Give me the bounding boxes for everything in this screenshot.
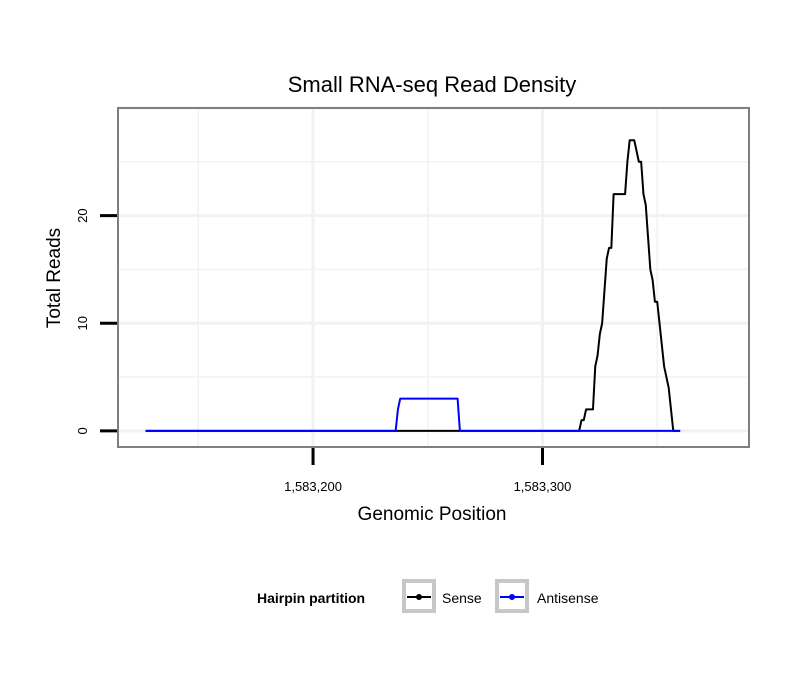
series-line-sense [145,139,681,432]
plot-panel-border [117,107,750,448]
y-tick-label: 0 [75,427,90,434]
y-axis-ticks: 0 10 20 [75,208,117,434]
x-tick-label: 1,583,200 [284,479,342,494]
plot-panel [118,108,749,447]
legend-point-sense [416,594,422,600]
x-axis-ticks: 1,583,200 1,583,300 [284,448,571,494]
y-axis-title: Total Reads [44,228,65,328]
legend-title: Hairpin partition [257,590,365,606]
series-layer [145,139,681,432]
legend-item-sense: Sense [402,579,482,613]
x-axis-title: Genomic Position [358,504,507,525]
legend-point-antisense [509,594,515,600]
legend: Hairpin partition Sense Antisense [257,579,599,613]
y-tick-label: 10 [75,316,90,330]
legend-label-sense: Sense [442,590,482,606]
legend-label-antisense: Antisense [537,590,599,606]
legend-item-antisense: Antisense [495,579,599,613]
x-tick-label: 1,583,300 [514,479,572,494]
chart-title: Small RNA-seq Read Density [288,72,577,97]
y-tick-label: 20 [75,208,90,222]
series-line-antisense [145,397,681,432]
